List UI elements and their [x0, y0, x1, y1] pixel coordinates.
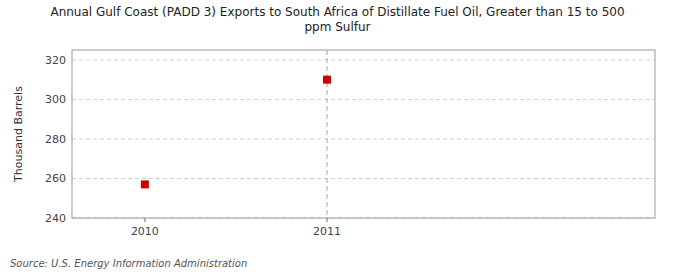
- chart-container: Annual Gulf Coast (PADD 3) Exports to So…: [0, 0, 675, 275]
- point: [141, 180, 149, 188]
- x-tick: [327, 218, 328, 222]
- data-group: [141, 50, 331, 218]
- title-line: ppm Sulfur: [304, 20, 370, 34]
- grid-line: [72, 178, 655, 179]
- plot-frame: [72, 50, 655, 218]
- source-note: Source: U.S. Energy Information Administ…: [10, 258, 247, 269]
- y-tick-label: 240: [45, 212, 66, 225]
- title-line: Annual Gulf Coast (PADD 3) Exports to So…: [50, 5, 624, 19]
- y-tick-label: 300: [45, 93, 66, 106]
- y-tick-label: 280: [45, 133, 66, 146]
- x-tick: [144, 218, 145, 222]
- point: [323, 76, 331, 84]
- y-axis-label: Thousand Barrels: [12, 86, 25, 183]
- chart: Annual Gulf Coast (PADD 3) Exports to So…: [0, 0, 675, 275]
- reference-line: [327, 50, 328, 218]
- grid-line: [72, 59, 655, 60]
- x-tick-label: 2010: [131, 225, 159, 238]
- grid-line: [72, 99, 655, 100]
- y-tick-label: 260: [45, 172, 66, 185]
- grid-line: [72, 138, 655, 139]
- y-tick-label: 320: [45, 54, 66, 67]
- title: Annual Gulf Coast (PADD 3) Exports to So…: [50, 5, 624, 34]
- x-tick-label: 2011: [313, 225, 341, 238]
